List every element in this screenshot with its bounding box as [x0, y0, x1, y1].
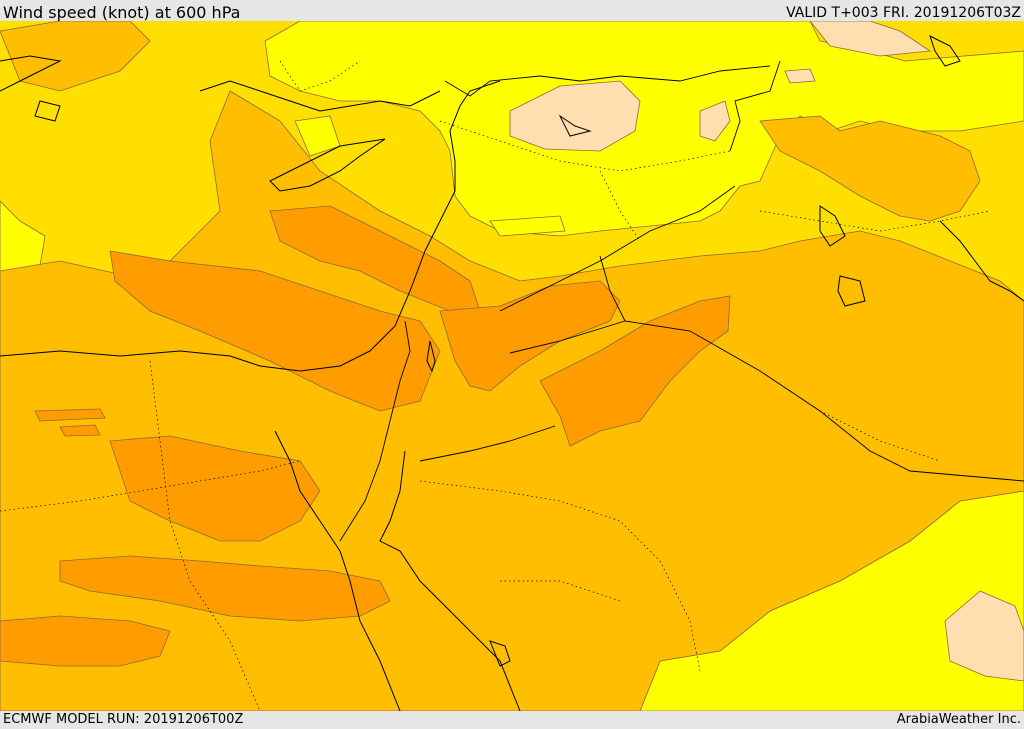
boundary-line [339, 320, 411, 542]
map-title: Wind speed (knot) at 600 hPa [3, 3, 241, 22]
west-light-region [0, 200, 46, 272]
mediterranean-east-coast [0, 80, 501, 372]
border-line [500, 580, 621, 602]
caspian-shore [929, 35, 961, 67]
aegean-island [34, 100, 61, 122]
peach-patch-north [509, 80, 641, 152]
border-line [759, 210, 991, 232]
border-line [0, 460, 301, 512]
small-strongest-strip [34, 408, 106, 422]
valid-time: VALID T+003 FRI. 20191206T03Z [786, 5, 1021, 21]
west-strongest-band [109, 250, 441, 412]
strong-wind-regions [0, 21, 1024, 711]
peach-patch-northeast [809, 21, 932, 57]
anatolia-south-coast [199, 80, 441, 112]
east-strongest-patch [539, 295, 731, 447]
boundary-line [509, 320, 626, 354]
boundary-line [499, 185, 736, 312]
dead-sea [426, 340, 436, 373]
light-strip [489, 215, 566, 237]
boundary-line [419, 425, 556, 462]
cyprus-outline [269, 138, 386, 192]
boundary-line [444, 65, 771, 97]
political-borders [0, 60, 991, 711]
strongest-wind-regions [0, 205, 731, 667]
footer-bar: ECMWF MODEL RUN: 20191206T00Z ArabiaWeat… [0, 711, 1024, 729]
red-sea-east-coast [379, 450, 521, 711]
iran-coast [939, 220, 1024, 302]
tiny-strongest-strip [59, 424, 101, 437]
solid-boundaries [339, 60, 1024, 542]
central-strong-region [0, 90, 1024, 711]
model-run: ECMWF MODEL RUN: 20191206T00Z [3, 712, 244, 727]
red-sea-island [489, 640, 511, 667]
egypt-strongest-patch [109, 435, 321, 542]
border-line [279, 60, 361, 92]
persian-gulf-island [819, 205, 846, 247]
border-line [599, 170, 641, 242]
weather-map[interactable] [0, 21, 1024, 711]
red-sea-west-coast [274, 430, 401, 711]
peach-patch-small [699, 100, 731, 142]
credit: ArabiaWeather Inc. [896, 712, 1021, 727]
lightest-wind-regions [509, 21, 1024, 682]
boundary-line [729, 60, 781, 152]
coastlines [0, 35, 1024, 711]
persian-gulf-shore [837, 275, 866, 307]
peach-patch-tiny [784, 68, 816, 84]
aegean-coast [0, 55, 62, 92]
peach-patch-southeast [944, 590, 1024, 682]
border-line [819, 410, 941, 462]
border-line [439, 120, 731, 172]
northwest-strong-region [0, 21, 151, 92]
lake-outline [558, 114, 592, 137]
northeast-strong-region [759, 115, 981, 222]
south-strongest-band [59, 555, 391, 622]
header-bar: Wind speed (knot) at 600 hPa VALID T+003… [0, 0, 1024, 22]
southwest-strongest-band [0, 615, 171, 667]
wind-speed-map-svg [0, 21, 1024, 711]
boundary-line [599, 255, 1024, 482]
central-strongest-patch [439, 280, 621, 392]
